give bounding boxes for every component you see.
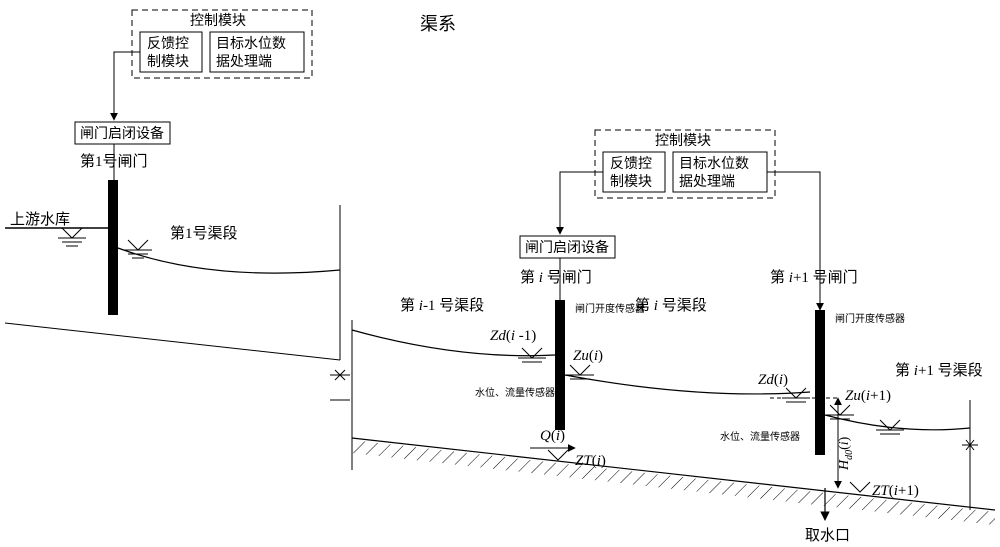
gatei-device-label: 闸门启闭设备 [525, 239, 609, 256]
cmi-right-l1: 目标水位数 [679, 156, 749, 172]
segment-i-1-label: 第 i-1 号渠段 [400, 296, 484, 314]
segment-ip1-label: 第 i+1 号渠段 [895, 361, 983, 379]
segment-i-label: 第 i 号渠段 [635, 296, 707, 314]
gateip1-wl-sensor: 水位、流量传感器 [720, 430, 800, 443]
gate-i-icon [555, 300, 565, 430]
svg-text:ZT(i): ZT(i) [575, 453, 606, 469]
gate1-device-label: 闸门启闭设备 [80, 125, 164, 142]
gatei-device: 闸门启闭设备 [520, 236, 615, 300]
Zd-i: Zd(i) [758, 372, 788, 388]
cm1-title: 控制模块 [190, 13, 246, 29]
cmi-left-l2: 制模块 [610, 174, 652, 190]
svg-text:Zu(i+1): Zu(i+1) [845, 388, 891, 404]
gate1-device: 闸门启闭设备 [75, 122, 170, 180]
outlet-label: 取水口 [805, 527, 850, 544]
gate1-name: 第1号闸门 [80, 152, 148, 170]
svg-text:第 i 号闸门: 第 i 号闸门 [520, 268, 592, 286]
gate-1-icon [108, 180, 118, 315]
gate-ip1-icon [815, 310, 825, 455]
svg-text:Zd(i -1): Zd(i -1) [490, 328, 536, 344]
svg-text:Hd0(i): Hd0(i) [837, 436, 855, 471]
gateip1-opening-sensor: 闸门开度传感器 [835, 312, 905, 325]
cmi-right-l2: 据处理端 [679, 174, 735, 190]
Q-i: Q(i) [530, 428, 575, 448]
cm1-right-l2: 据处理端 [216, 54, 272, 70]
cmi-left-l1: 反馈控 [610, 156, 652, 172]
svg-text:Zu(i): Zu(i) [573, 348, 603, 364]
svg-text:第 i-1 号渠段: 第 i-1 号渠段 [400, 296, 484, 314]
Zu-i: Zu(i) [573, 348, 603, 364]
gatei-wl-sensor: 水位、流量传感器 [475, 386, 555, 399]
Zd-i-1: Zd(i -1) [490, 328, 536, 344]
cm1-left-l2: 制模块 [147, 54, 189, 70]
upstream-label: 上游水库 [10, 211, 70, 228]
water-mark-zu-i [566, 365, 594, 379]
diagram-title: 渠系 [420, 14, 456, 34]
svg-text:Zd(i): Zd(i) [758, 372, 788, 388]
Hd0: Hd0(i) [837, 436, 855, 471]
svg-text:ZT(i+1): ZT(i+1) [872, 483, 919, 499]
segment-1-label: 第1号渠段 [170, 224, 238, 242]
water-mark-upstream [58, 228, 86, 246]
water-mark-zd-i [782, 388, 810, 402]
svg-text:Q(i): Q(i) [540, 428, 565, 444]
Zu-ip1: Zu(i+1) [845, 388, 891, 404]
svg-text:第 i 号渠段: 第 i 号渠段 [635, 296, 707, 314]
gate-ip1-name: 第 i+1 号闸门 [770, 268, 858, 286]
gatei-name: 第 i 号闸门 [520, 268, 592, 286]
svg-text:第 i+1 号闸门: 第 i+1 号闸门 [770, 268, 858, 286]
gatei-opening-sensor: 闸门开度传感器 [575, 302, 645, 315]
svg-text:第 i+1 号渠段: 第 i+1 号渠段 [895, 361, 983, 379]
cmi-title: 控制模块 [655, 133, 711, 149]
cm1-left-l1: 反馈控 [147, 36, 189, 52]
control-module-1: 控制模块 反馈控 制模块 目标水位数 据处理端 [114, 10, 312, 120]
cm1-right-l1: 目标水位数 [216, 36, 286, 52]
ZT-ip1: ZT(i+1) [850, 482, 919, 499]
